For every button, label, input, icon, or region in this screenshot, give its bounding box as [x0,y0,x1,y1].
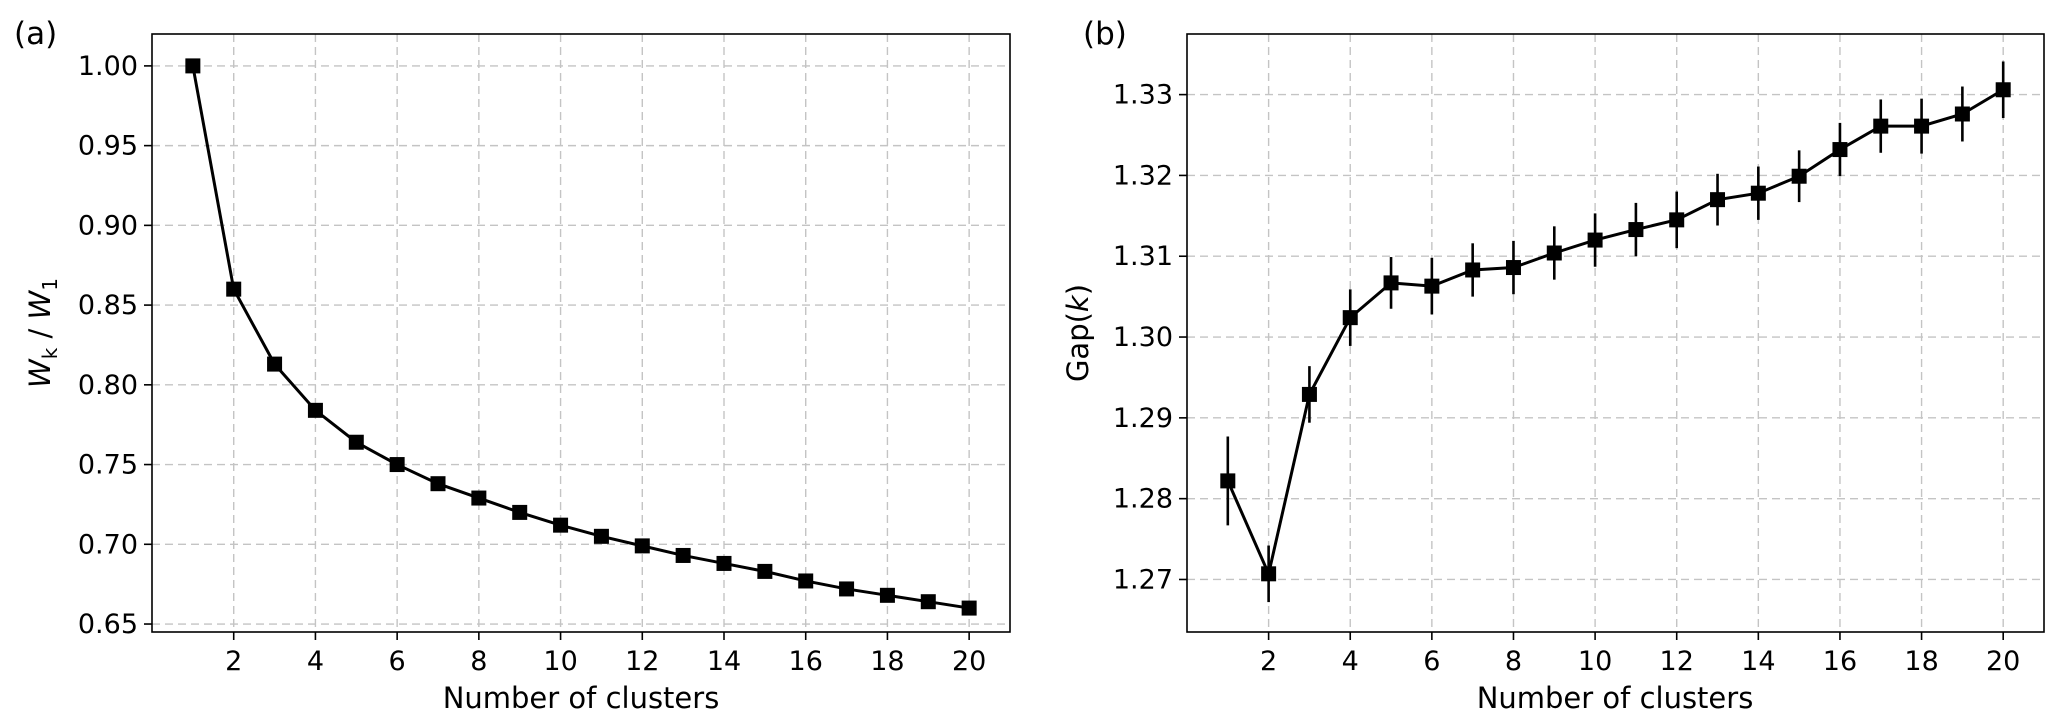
data-point [920,594,936,610]
data-point [1750,185,1766,201]
data-point [1342,310,1358,326]
data-point [512,504,528,520]
data-point [1220,473,1236,489]
y-axis-label-b: Gap(k) [1061,284,1095,382]
data-point [961,600,977,616]
y-tick-label: 1.29 [1113,403,1173,434]
x-axis-label-b: Number of clusters [1477,681,1754,715]
y-tick-label: 1.31 [1113,241,1173,272]
y-tick-label: 1.30 [1113,322,1173,353]
x-tick-label: 18 [1904,646,1938,677]
data-point [1383,275,1399,291]
data-point [348,434,364,450]
series-a [185,58,977,616]
data-point [634,538,650,554]
data-point [1791,168,1807,184]
y-ticks-b: 1.27 1.28 1.29 1.30 1.31 1.32 1.33 [1113,80,1187,595]
y-tick-label: 0.85 [78,290,138,321]
data-point [1505,260,1521,276]
data-point [226,281,242,297]
x-tick-label: 8 [470,646,487,677]
x-tick-label: 20 [1986,646,2020,677]
data-point [1628,222,1644,238]
data-point [430,476,446,492]
y-tick-label: 0.95 [78,131,138,162]
data-point [879,587,895,603]
data-point [1301,386,1317,402]
panel-label-b: (b) [1083,16,1127,52]
y-tick-label: 0.75 [78,450,138,481]
y-tick-label: 0.70 [78,529,138,560]
data-point [757,563,773,579]
data-point [307,402,323,418]
data-point [1954,106,1970,122]
axes-frame-b [1186,33,2045,633]
data-point [716,555,732,571]
y-tick-label: 0.90 [78,210,138,241]
data-point [1546,245,1562,261]
grid-a [152,34,1010,632]
data-point [1710,192,1726,208]
data-point [553,517,569,533]
x-tick-label: 2 [1260,646,1277,677]
data-point [1669,212,1685,228]
data-point [389,457,405,473]
panel-b: (b) 2 4 6 8 10 12 14 16 18 20 1.27 1.28 1.29 1.30 1.3… [1061,16,2045,715]
x-tick-label: 14 [707,646,741,677]
x-tick-label: 16 [1823,646,1857,677]
series-line [1226,88,2004,579]
data-point [1261,566,1277,582]
y-tick-label: 1.28 [1113,484,1173,515]
data-point [798,573,814,589]
data-point [675,547,691,563]
data-point [1587,232,1603,248]
y-tick-label: 0.80 [78,370,138,401]
data-point [1465,262,1481,278]
y-tick-label: 1.33 [1113,80,1173,111]
data-point [593,528,609,544]
x-tick-label: 12 [625,646,659,677]
data-point [1914,118,1930,134]
axes-frame-a [151,33,1011,633]
y-tick-label: 1.27 [1113,564,1173,595]
data-point [839,581,855,597]
x-ticks-b: 2 4 6 8 10 12 14 16 18 20 [1260,632,2020,677]
data-point [1424,278,1440,294]
x-tick-label: 4 [1342,646,1359,677]
y-ticks-a: 0.65 0.70 0.75 0.80 0.85 0.90 0.95 1.00 [78,51,152,640]
x-tick-label: 20 [952,646,986,677]
y-axis-label-a: Wk / W1 [23,278,62,388]
panel-a: (a) 2 4 6 8 10 12 14 16 18 20 0.65 0.70 0.75 0.80 0.8… [14,16,1011,715]
x-tick-label: 10 [543,646,577,677]
data-point [1832,142,1848,158]
x-ticks-a: 2 4 6 8 10 12 14 16 18 20 [225,632,986,677]
x-tick-label: 6 [1423,646,1440,677]
x-tick-label: 6 [389,646,406,677]
x-tick-label: 14 [1741,646,1775,677]
series-b [1220,61,2011,603]
y-tick-label: 1.32 [1113,160,1173,191]
x-tick-label: 4 [307,646,324,677]
panel-label-a: (a) [14,16,57,52]
x-tick-label: 18 [870,646,904,677]
x-tick-label: 2 [225,646,242,677]
data-point [471,490,487,506]
data-point [1995,82,2011,98]
y-tick-label: 1.00 [78,51,138,82]
data-point [267,356,283,372]
x-tick-label: 10 [1578,646,1612,677]
y-tick-label: 0.65 [78,609,138,640]
data-point [1873,118,1889,134]
series-line [191,65,970,610]
x-tick-label: 8 [1505,646,1522,677]
data-point [185,58,201,74]
x-tick-label: 16 [789,646,823,677]
x-tick-label: 12 [1660,646,1694,677]
x-axis-label-a: Number of clusters [443,681,720,715]
